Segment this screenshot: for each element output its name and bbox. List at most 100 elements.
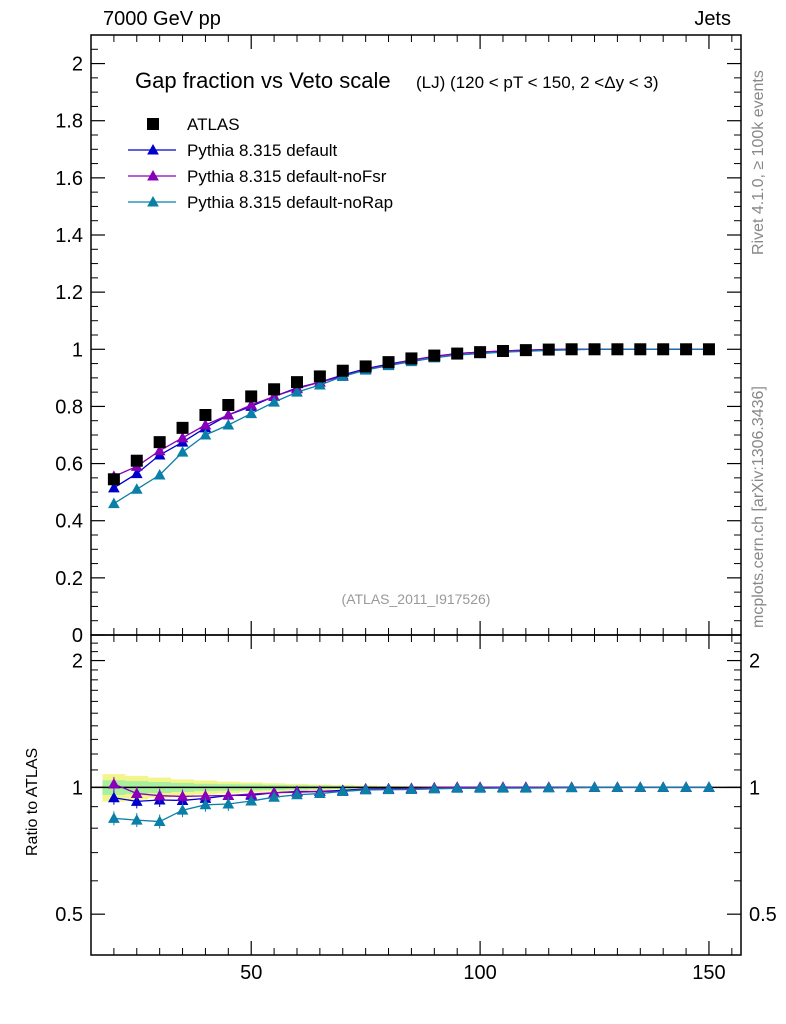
y-tick-label: 0.2 bbox=[55, 568, 83, 590]
legend-entry: Pythia 8.315 default-noRap bbox=[128, 193, 393, 212]
ratio-point bbox=[680, 781, 692, 792]
ratio-y-axis: 0.5 0.5 1 1 2 2 bbox=[55, 642, 777, 926]
data-point bbox=[268, 396, 280, 407]
legend-entry: Pythia 8.315 default-noFsr bbox=[128, 167, 387, 186]
ratio-point bbox=[451, 782, 464, 793]
data-point bbox=[199, 409, 212, 421]
legend-label: Pythia 8.315 default-noFsr bbox=[187, 167, 387, 186]
data-point bbox=[428, 349, 441, 362]
data-point bbox=[176, 446, 189, 457]
y-tick-label: 1.8 bbox=[55, 111, 83, 133]
y-tick-label: 0.6 bbox=[55, 454, 83, 476]
legend-label: ATLAS bbox=[187, 115, 240, 134]
ratio-panel-frame bbox=[90, 634, 742, 956]
legend-marker bbox=[147, 118, 159, 130]
ratio-point bbox=[634, 781, 647, 792]
data-point bbox=[199, 418, 212, 430]
ratio-point bbox=[611, 781, 624, 792]
data-point bbox=[153, 444, 166, 456]
ratio-point bbox=[108, 778, 120, 789]
main-series-group bbox=[107, 343, 715, 509]
ratio-point bbox=[130, 787, 143, 798]
ratio-point bbox=[336, 785, 349, 796]
data-point bbox=[245, 390, 258, 403]
data-point bbox=[108, 481, 120, 493]
x-tick-label: 150 bbox=[692, 962, 725, 984]
data-point bbox=[474, 346, 487, 359]
series-pythia-8-315-default-norap bbox=[108, 343, 715, 509]
legend-label: Pythia 8.315 default-noRap bbox=[187, 193, 393, 212]
ratio-tick-label: 0.5 bbox=[55, 904, 83, 926]
data-point bbox=[130, 454, 143, 467]
data-point bbox=[107, 473, 120, 486]
main-y-axis: 0 0.2 0.4 0.6 0.8 1 1.2 1.4 1.6 1.8 2 bbox=[55, 48, 741, 647]
ratio-point bbox=[130, 795, 143, 806]
ratio-point bbox=[108, 812, 120, 823]
data-point bbox=[314, 378, 326, 390]
data-point bbox=[496, 345, 509, 357]
y-tick-label: 0 bbox=[72, 625, 83, 647]
ratio-series-group bbox=[108, 777, 715, 829]
data-point bbox=[245, 407, 258, 419]
ratio-point bbox=[428, 782, 441, 794]
data-point bbox=[680, 343, 693, 356]
ratio-tick-label: 1 bbox=[72, 777, 83, 799]
data-point bbox=[290, 376, 303, 389]
ratio-tick-label-right: 1 bbox=[749, 777, 760, 799]
legend-marker bbox=[147, 143, 159, 155]
ratio-point bbox=[222, 797, 235, 809]
ratio-point bbox=[153, 815, 166, 827]
ratio-point bbox=[382, 783, 395, 795]
data-point bbox=[634, 343, 647, 356]
y-tick-label: 0.8 bbox=[55, 396, 83, 418]
ratio-point bbox=[176, 804, 189, 815]
ratio-point bbox=[199, 798, 212, 810]
ratio-point bbox=[108, 791, 120, 803]
legend-marker bbox=[147, 169, 159, 181]
x-tick-label: 100 bbox=[463, 962, 496, 984]
ratio-point bbox=[474, 782, 486, 793]
x-tick-label: 50 bbox=[240, 962, 262, 984]
ratio-point bbox=[542, 781, 555, 793]
data-point bbox=[702, 343, 715, 356]
ratio-point bbox=[520, 782, 532, 793]
data-point bbox=[199, 428, 212, 440]
analysis-watermark: (ATLAS_2011_I917526) bbox=[342, 591, 491, 607]
ratio-point bbox=[314, 787, 326, 799]
data-point bbox=[291, 386, 303, 397]
ratio-tick-label-right: 2 bbox=[749, 651, 760, 673]
ratio-point bbox=[153, 789, 166, 801]
ratio-point bbox=[405, 783, 418, 794]
data-point bbox=[222, 418, 235, 430]
ratio-point bbox=[359, 783, 372, 795]
ratio-point bbox=[291, 788, 303, 800]
ratio-point bbox=[130, 814, 143, 825]
data-point bbox=[611, 343, 624, 356]
data-point bbox=[153, 468, 166, 480]
data-point bbox=[588, 343, 601, 356]
ratio-point bbox=[268, 791, 280, 802]
data-point bbox=[108, 497, 120, 509]
ratio-point bbox=[703, 781, 715, 792]
header-left: 7000 GeV pp bbox=[103, 8, 221, 30]
data-point bbox=[382, 356, 395, 369]
ratio-series-pythia-8-315-default-norap bbox=[108, 781, 715, 829]
data-point bbox=[519, 344, 532, 357]
data-point bbox=[130, 483, 143, 494]
ratio-point bbox=[497, 782, 509, 793]
ratio-point bbox=[657, 781, 670, 792]
y-tick-label: 1.2 bbox=[55, 282, 83, 304]
series-atlas bbox=[107, 343, 715, 486]
data-point bbox=[336, 364, 349, 377]
ratio-point bbox=[588, 781, 601, 792]
ratio-point bbox=[176, 790, 189, 801]
x-axis: 50 100 150 bbox=[113, 35, 733, 984]
legend-entry: Pythia 8.315 default bbox=[128, 141, 338, 160]
data-point bbox=[130, 467, 143, 479]
chart-subtitle: (LJ) (120 < pT < 150, 2 <Δy < 3) bbox=[416, 73, 659, 92]
data-point bbox=[176, 421, 189, 434]
y-tick-label: 1 bbox=[72, 339, 83, 361]
data-point bbox=[405, 352, 418, 365]
legend-label: Pythia 8.315 default bbox=[187, 141, 338, 160]
